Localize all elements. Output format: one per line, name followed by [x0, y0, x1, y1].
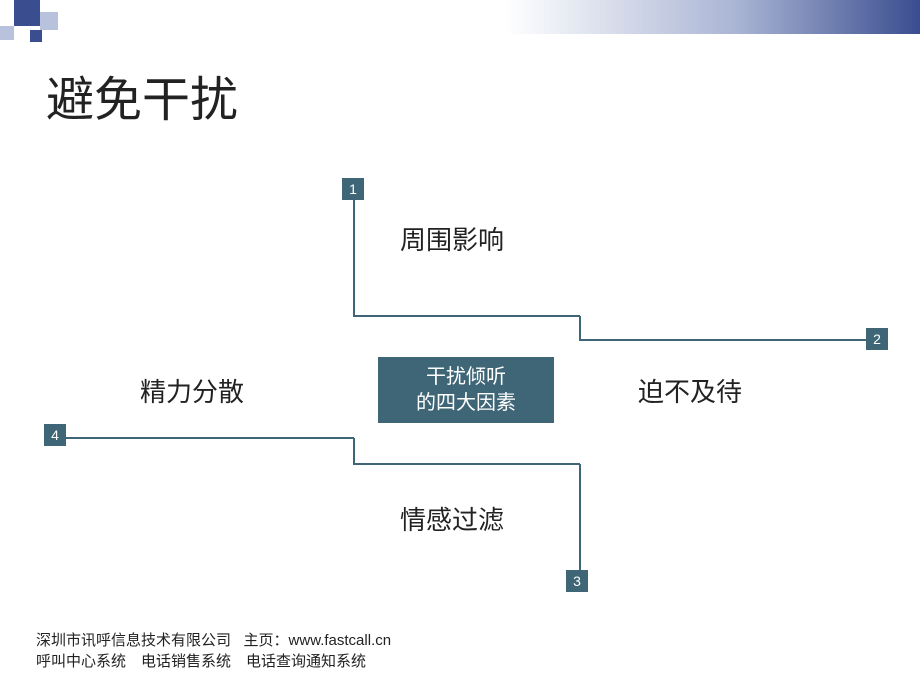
- quadrant-label-3: 情感过滤: [400, 500, 504, 537]
- quadrant-badge-2: 2: [866, 328, 888, 350]
- top-gradient-bar: [0, 0, 920, 34]
- corner-square: [40, 12, 58, 30]
- footer-homepage-label: 主页：: [244, 632, 289, 649]
- quadrant-badge-4: 4: [44, 424, 66, 446]
- footer-company: 深圳市讯呼信息技术有限公司: [36, 632, 231, 649]
- quadrant-label-4: 精力分散: [140, 372, 244, 409]
- quadrant-label-1: 周围影响: [400, 220, 504, 257]
- footer-url: www.fastcall.cn: [289, 632, 392, 649]
- corner-square: [0, 26, 14, 40]
- slide-title: 避免干扰: [46, 60, 238, 130]
- quadrant-label-2: 迫不及待: [638, 372, 742, 409]
- center-line2: 的四大因素: [416, 390, 516, 416]
- footer-line1: 深圳市讯呼信息技术有限公司 主页：www.fastcall.cn: [36, 630, 391, 651]
- corner-square: [30, 30, 42, 42]
- center-box: 干扰倾听 的四大因素: [378, 357, 554, 423]
- slide: 避免干扰 干扰倾听 的四大因素 周围影响 1 迫不及待 2 情感过滤 3 精力分散 4 深圳市…: [0, 0, 920, 690]
- corner-square: [14, 0, 40, 26]
- footer-line2: 呼叫中心系统 电话销售系统 电话查询通知系统: [36, 651, 391, 672]
- quadrant-badge-1: 1: [342, 178, 364, 200]
- center-line1: 干扰倾听: [426, 364, 506, 390]
- quadrant-badge-3: 3: [566, 570, 588, 592]
- footer: 深圳市讯呼信息技术有限公司 主页：www.fastcall.cn 呼叫中心系统 …: [36, 630, 391, 672]
